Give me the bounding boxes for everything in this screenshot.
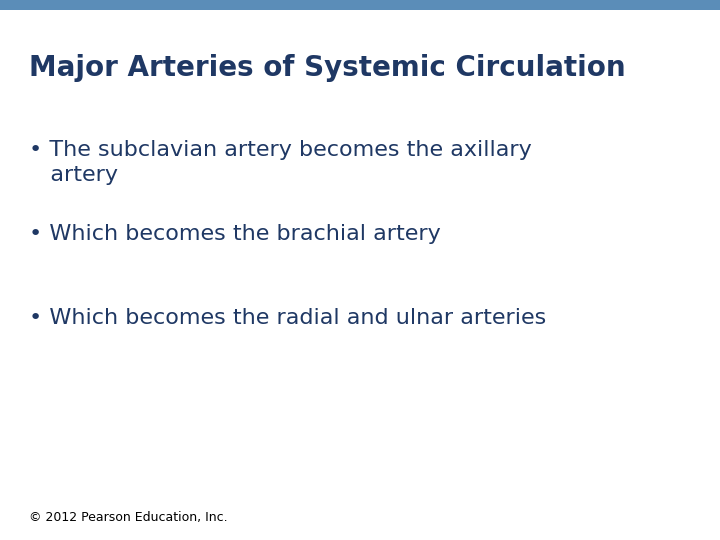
FancyBboxPatch shape [0, 0, 720, 10]
Text: • Which becomes the brachial artery: • Which becomes the brachial artery [29, 224, 441, 244]
Text: • Which becomes the radial and ulnar arteries: • Which becomes the radial and ulnar art… [29, 308, 546, 328]
Text: © 2012 Pearson Education, Inc.: © 2012 Pearson Education, Inc. [29, 511, 228, 524]
Text: Major Arteries of Systemic Circulation: Major Arteries of Systemic Circulation [29, 53, 626, 82]
Text: • The subclavian artery becomes the axillary
   artery: • The subclavian artery becomes the axil… [29, 140, 531, 185]
